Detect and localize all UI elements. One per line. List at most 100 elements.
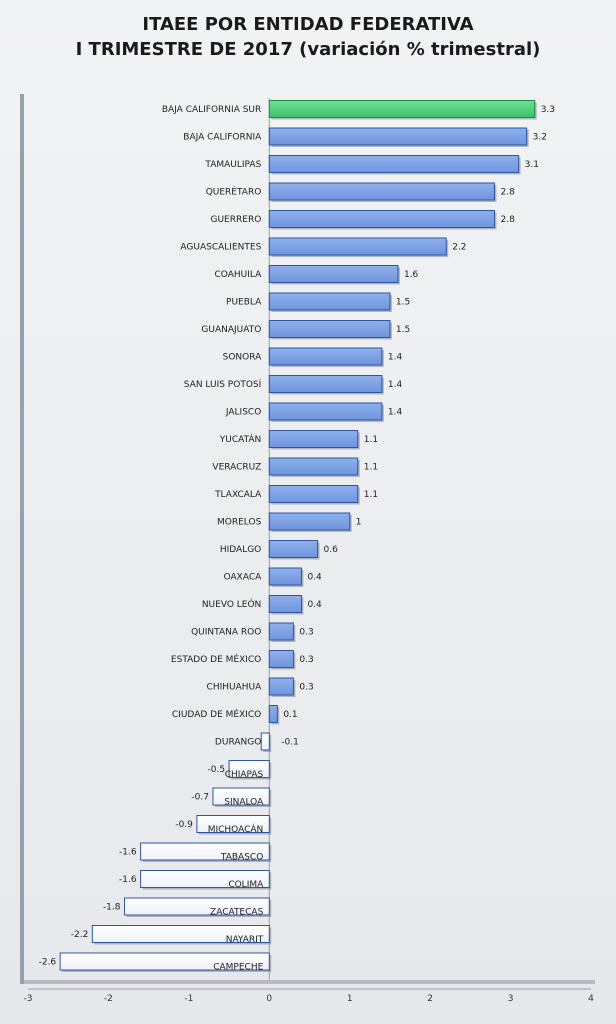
bar-18 — [268, 567, 302, 586]
x-tick-label: -3 — [24, 994, 33, 1004]
bar-20 — [268, 622, 294, 641]
bar-8 — [268, 292, 391, 311]
value-label: 2.8 — [500, 215, 515, 225]
bar-23 — [268, 705, 278, 723]
chart-title-line-1: ITAEE POR ENTIDAD FEDERATIVA — [142, 14, 474, 35]
category-label: VERACRUZ — [212, 463, 261, 473]
category-label: SINALOA — [224, 798, 264, 808]
category-label: GUANAJUATO — [201, 325, 261, 335]
category-label: ZACATECAS — [210, 908, 264, 918]
value-label: 1.1 — [364, 463, 378, 473]
value-label: 1.5 — [396, 325, 410, 335]
value-label: 0.1 — [283, 710, 297, 720]
value-label: 0.3 — [299, 628, 313, 638]
plot-floor — [24, 980, 595, 984]
value-label: 0.3 — [299, 655, 313, 665]
x-tick-label: 2 — [427, 994, 433, 1004]
bar-30 — [124, 897, 270, 916]
category-label: TABASCO — [220, 853, 263, 863]
bar-15 — [268, 485, 359, 503]
category-label: NUEVO LEÓN — [202, 598, 261, 610]
bar-10 — [268, 347, 383, 366]
value-label: -0.5 — [208, 765, 226, 775]
bar-22 — [268, 677, 294, 696]
value-label: 1.5 — [396, 298, 410, 308]
category-label: MORELOS — [217, 518, 262, 528]
value-label: 1.4 — [388, 353, 403, 363]
value-label: 0.4 — [307, 573, 322, 583]
bar-14 — [268, 457, 359, 476]
category-label: COLIMA — [228, 880, 264, 890]
value-label: 3.3 — [541, 105, 555, 115]
x-tick-label: -2 — [104, 994, 113, 1004]
value-label: 0.4 — [307, 600, 322, 610]
value-label: -2.2 — [71, 930, 89, 940]
category-label: BAJA CALIFORNIA — [183, 133, 262, 143]
category-label: DURANGO — [215, 738, 261, 748]
category-label: JALISCO — [225, 408, 261, 418]
bar-5 — [268, 210, 495, 228]
x-tick-label: 1 — [347, 994, 353, 1004]
value-label: -1.8 — [103, 903, 121, 913]
bar-19 — [268, 595, 302, 613]
value-label: 1 — [356, 518, 362, 528]
category-label: TAMAULIPAS — [204, 160, 261, 170]
category-label: COAHUILA — [215, 270, 263, 280]
value-label: 1.4 — [388, 380, 403, 390]
value-label: -0.1 — [281, 738, 299, 748]
value-label: 3.2 — [533, 133, 547, 143]
bar-3 — [268, 155, 520, 173]
category-label: CHIAPAS — [225, 770, 264, 780]
bar-12 — [268, 402, 383, 421]
bar-4 — [268, 182, 495, 201]
value-label: -0.7 — [191, 793, 209, 803]
category-label: CHIHUAHUA — [207, 683, 263, 693]
value-label: 1.4 — [388, 408, 403, 418]
value-label: 2.8 — [500, 188, 515, 198]
category-label: CIUDAD DE MÉXICO — [172, 708, 261, 720]
category-label: PUEBLA — [226, 298, 262, 308]
category-label: QUINTANA ROO — [191, 628, 261, 638]
category-label: MICHOACÁN — [208, 823, 264, 835]
value-label: 0.6 — [324, 545, 339, 555]
bar-7 — [268, 265, 399, 283]
bar-9 — [268, 320, 391, 338]
category-label: SONORA — [223, 353, 263, 363]
category-label: SAN LUIS POTOSÍ — [184, 378, 262, 390]
category-label: QUERÉTARO — [206, 186, 262, 198]
x-tick-label: 3 — [508, 994, 514, 1004]
value-label: -1.6 — [119, 875, 137, 885]
category-label: BAJA CALIFORNIA SUR — [162, 105, 261, 115]
value-label: 1.1 — [364, 435, 378, 445]
bar-1 — [268, 100, 536, 118]
value-label: -1.6 — [119, 848, 137, 858]
category-label: GUERRERO — [211, 215, 262, 225]
value-label: -2.6 — [39, 958, 57, 968]
category-label: HIDALGO — [220, 545, 261, 555]
value-label: 1.6 — [404, 270, 419, 280]
bar-16 — [268, 512, 351, 531]
category-label: TLAXCALA — [214, 490, 262, 500]
bar-29 — [140, 870, 270, 888]
bar-31 — [91, 925, 270, 943]
value-label: -0.9 — [175, 820, 193, 830]
value-label: 3.1 — [525, 160, 539, 170]
bar-32 — [59, 952, 270, 971]
category-label: ESTADO DE MÉXICO — [171, 653, 261, 665]
bar-11 — [268, 375, 383, 393]
category-label: YUCATÁN — [219, 433, 262, 445]
category-label: NAYARIT — [226, 935, 264, 945]
bar-26 — [212, 787, 270, 806]
bar-21 — [268, 650, 294, 668]
bar-13 — [268, 430, 359, 448]
category-label: AGUASCALIENTES — [180, 243, 261, 253]
category-label: OAXACA — [224, 573, 263, 583]
value-label: 2.2 — [452, 243, 466, 253]
chart-title-line-2: I TRIMESTRE DE 2017 (variación % trimest… — [75, 39, 541, 60]
bar-2 — [268, 127, 528, 146]
value-label: 0.3 — [299, 683, 313, 693]
x-tick-label: 4 — [588, 994, 594, 1004]
bar-25 — [228, 760, 270, 778]
value-label: 1.1 — [364, 490, 378, 500]
